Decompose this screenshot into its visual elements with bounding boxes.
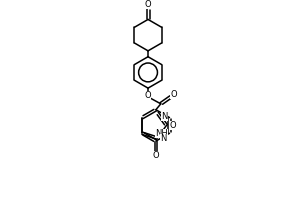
Text: O: O <box>169 121 176 130</box>
Text: N: N <box>161 112 167 121</box>
Text: O: O <box>145 91 151 100</box>
Text: O: O <box>170 90 177 99</box>
Text: O: O <box>153 151 159 160</box>
Text: O: O <box>145 0 151 9</box>
Text: NH: NH <box>155 129 167 138</box>
Text: N: N <box>160 134 167 143</box>
